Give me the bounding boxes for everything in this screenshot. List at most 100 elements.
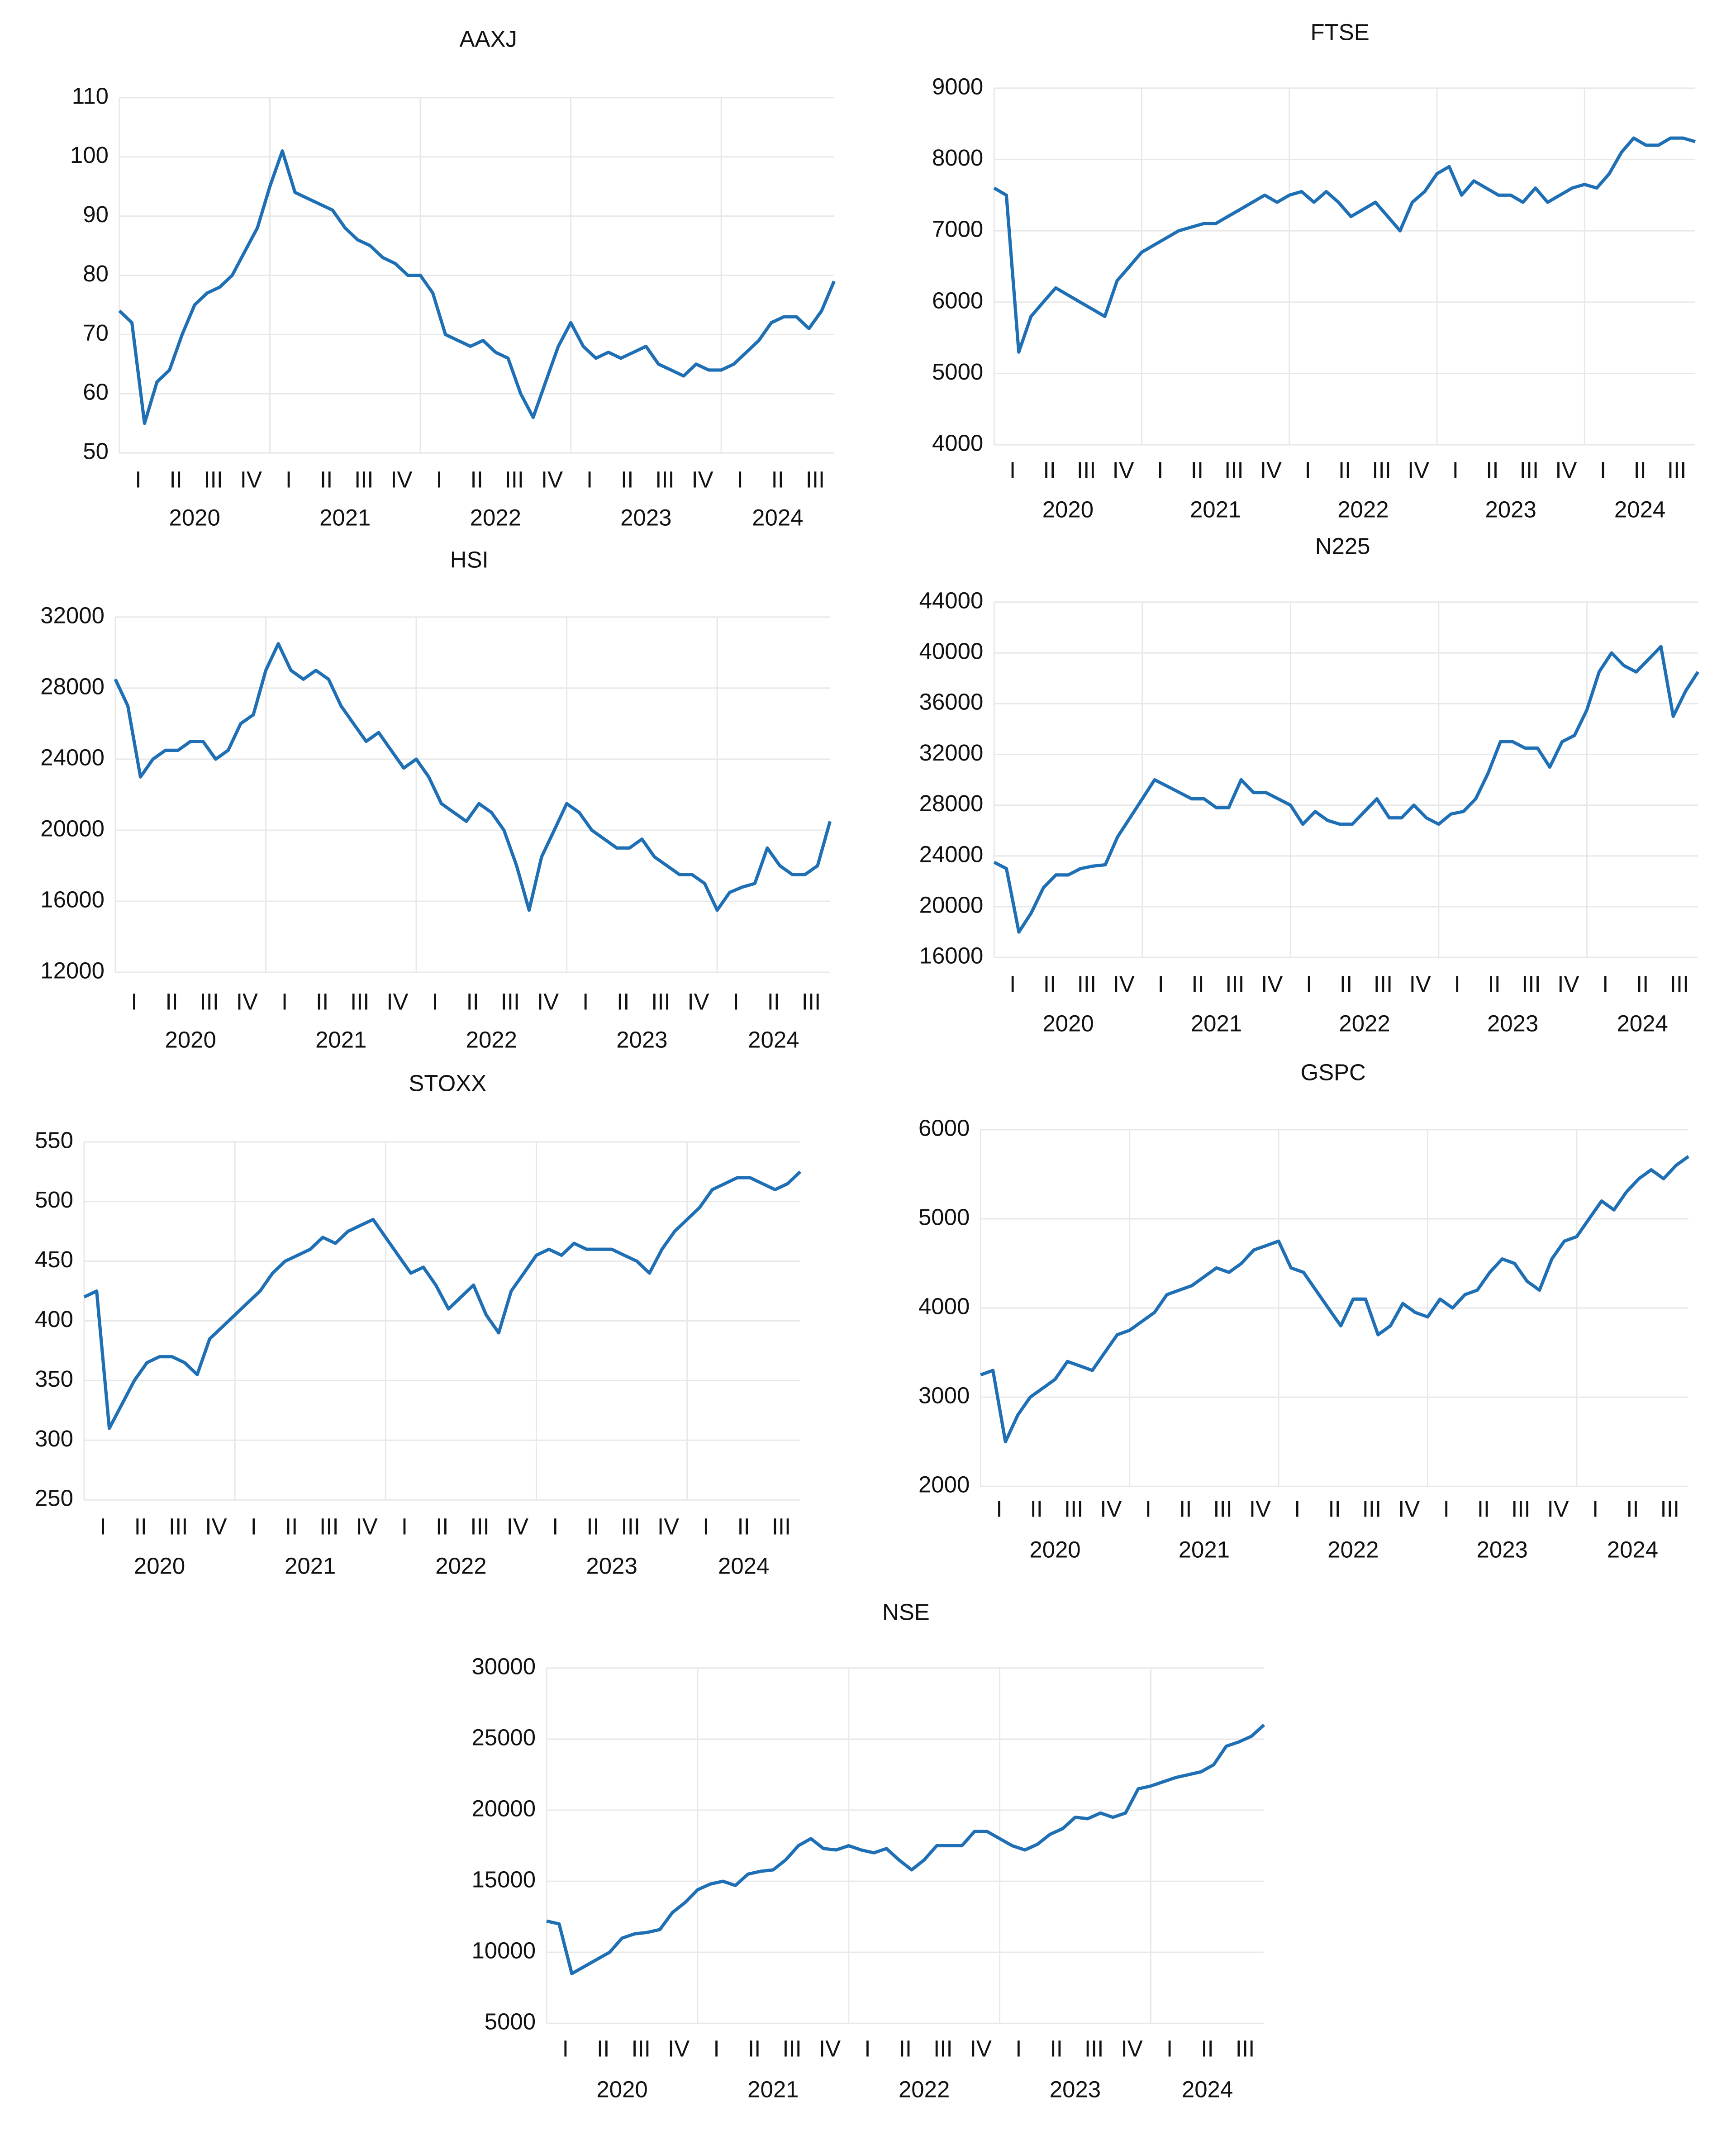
x-quarter-label: I <box>582 989 589 1015</box>
x-quarter-label: III <box>1362 1496 1381 1522</box>
x-year-label: 2020 <box>165 1027 216 1053</box>
x-quarter-label: I <box>432 989 438 1015</box>
x-year-label: 2020 <box>1029 1537 1080 1563</box>
x-quarter-label: IV <box>1260 457 1282 483</box>
x-quarter-label: II <box>1486 457 1498 483</box>
x-quarter-label: IV <box>1121 2036 1143 2062</box>
x-quarter-label: I <box>586 467 593 493</box>
x-quarter-label: IV <box>1409 971 1431 997</box>
x-quarter-label: I <box>1294 1496 1300 1522</box>
x-quarter-label: II <box>1043 457 1056 483</box>
y-tick-label: 60 <box>83 379 109 405</box>
y-tick-label: 2000 <box>918 1472 970 1498</box>
x-quarter-label: III <box>1064 1496 1083 1522</box>
x-year-label: 2021 <box>285 1553 336 1579</box>
x-year-label: 2024 <box>748 1027 799 1053</box>
x-quarter-label: I <box>1009 971 1016 997</box>
x-quarter-label: II <box>1477 1496 1490 1522</box>
x-year-label: 2023 <box>586 1553 637 1579</box>
x-quarter-label: I <box>1158 971 1164 997</box>
x-quarter-label: III <box>350 989 369 1015</box>
x-year-label: 2024 <box>1614 496 1665 522</box>
x-quarter-label: IV <box>240 467 262 493</box>
x-quarter-label: II <box>1328 1496 1341 1522</box>
price-line <box>993 645 1699 934</box>
x-quarter-label: II <box>436 1514 448 1540</box>
x-quarter-label: II <box>899 2036 912 2062</box>
y-tick-label: 7000 <box>932 216 983 242</box>
y-tick-label: 20000 <box>919 892 984 918</box>
x-year-label: 2022 <box>1327 1537 1379 1563</box>
y-tick-label: 16000 <box>919 943 984 969</box>
x-quarter-label: III <box>169 1514 188 1540</box>
x-quarter-label: IV <box>1555 457 1577 483</box>
x-quarter-label: IV <box>1547 1496 1569 1522</box>
x-quarter-label: I <box>281 989 288 1015</box>
x-quarter-label: I <box>1306 971 1312 997</box>
x-quarter-label: II <box>767 989 780 1015</box>
x-quarter-label: III <box>505 467 524 493</box>
x-quarter-label: II <box>1338 457 1351 483</box>
x-quarter-label: IV <box>657 1514 679 1540</box>
y-tick-label: 10000 <box>471 1938 536 1964</box>
x-quarter-label: IV <box>819 2036 841 2062</box>
x-quarter-label: I <box>737 467 743 493</box>
price-line <box>118 149 836 425</box>
chart-title: GSPC <box>1300 1059 1365 1085</box>
y-tick-label: 550 <box>35 1127 73 1153</box>
y-tick-label: 24000 <box>919 841 984 867</box>
x-year-label: 2024 <box>718 1553 769 1579</box>
x-quarter-label: III <box>470 1514 489 1540</box>
x-quarter-label: II <box>1050 2036 1063 2062</box>
x-quarter-label: II <box>285 1514 298 1540</box>
x-quarter-label: III <box>354 467 373 493</box>
x-year-label: 2021 <box>1191 1011 1242 1037</box>
x-year-label: 2024 <box>752 504 803 530</box>
x-quarter-label: I <box>864 2036 870 2062</box>
x-quarter-label: IV <box>205 1514 227 1540</box>
y-tick-label: 6000 <box>918 1115 970 1141</box>
x-quarter-label: III <box>1522 971 1541 997</box>
x-quarter-label: III <box>1670 971 1689 997</box>
x-quarter-label: I <box>1592 1496 1598 1522</box>
x-quarter-label: III <box>1667 457 1686 483</box>
x-quarter-label: III <box>651 989 670 1015</box>
x-quarter-label: IV <box>541 467 563 493</box>
chart-title: STOXX <box>409 1070 486 1096</box>
x-year-label: 2020 <box>596 2077 647 2102</box>
x-quarter-label: III <box>1077 971 1096 997</box>
x-quarter-label: I <box>1304 457 1311 483</box>
x-year-label: 2020 <box>169 504 220 530</box>
x-quarter-label: I <box>1452 457 1459 483</box>
x-quarter-label: III <box>204 467 223 493</box>
price-line <box>83 1170 802 1430</box>
y-tick-label: 9000 <box>932 73 983 99</box>
x-quarter-label: III <box>1084 2036 1103 2062</box>
x-quarter-label: I <box>1454 971 1460 997</box>
x-quarter-label: III <box>1660 1496 1679 1522</box>
x-quarter-label: II <box>1626 1496 1639 1522</box>
x-quarter-label: III <box>501 989 520 1015</box>
x-quarter-label: III <box>319 1514 338 1540</box>
x-quarter-label: III <box>772 1514 791 1540</box>
x-year-label: 2023 <box>1487 1011 1538 1037</box>
x-quarter-label: II <box>134 1514 147 1540</box>
x-quarter-label: I <box>251 1514 257 1540</box>
x-quarter-label: II <box>1201 2036 1213 2062</box>
x-quarter-label: III <box>1520 457 1539 483</box>
x-quarter-label: IV <box>1113 457 1134 483</box>
y-tick-label: 25000 <box>471 1724 536 1750</box>
x-quarter-label: III <box>806 467 825 493</box>
x-year-label: 2021 <box>1179 1537 1230 1563</box>
price-line <box>546 1723 1265 1975</box>
chart-title: FTSE <box>1311 19 1370 45</box>
y-tick-label: 50 <box>83 438 109 464</box>
y-tick-label: 80 <box>83 261 109 286</box>
y-tick-label: 44000 <box>919 587 984 613</box>
x-quarter-label: III <box>1236 2036 1255 2062</box>
y-tick-label: 6000 <box>932 287 983 313</box>
x-quarter-label: I <box>996 1496 1002 1522</box>
x-quarter-label: I <box>401 1514 408 1540</box>
x-quarter-label: II <box>169 467 182 493</box>
